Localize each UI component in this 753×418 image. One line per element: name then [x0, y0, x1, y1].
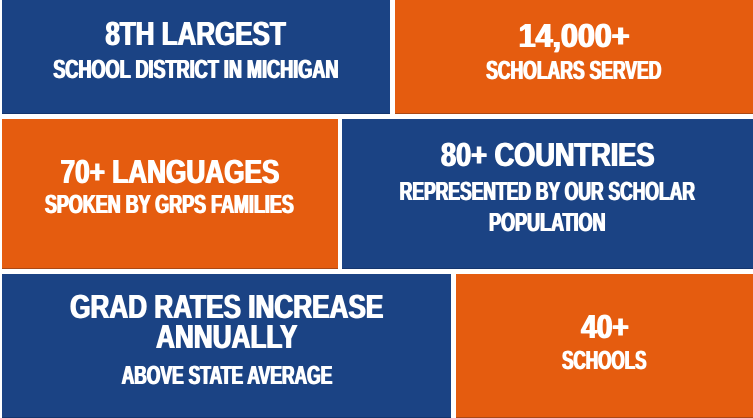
stat-subtitle-line: SCHOOLS: [562, 344, 647, 375]
stat-subtitle-line: ABOVE STATE AVERAGE: [121, 359, 332, 390]
stat-label: SCHOOLS: [540, 345, 669, 376]
stat-value: 8TH LARGEST: [81, 15, 310, 53]
stat-label: SPOKEN BY GRPS FAMILIES: [0, 189, 350, 220]
stat-tile-countries: 80+ COUNTRIES REPRESENTED BY OUR SCHOLAR…: [342, 119, 753, 269]
stat-tile-schools: 40+ SCHOOLS: [456, 273, 753, 418]
stat-subtitle-line: REPRESENTED BY OUR SCHOLAR: [399, 175, 696, 206]
stat-value: 40+: [577, 307, 633, 345]
stat-title-line: 80+ COUNTRIES: [440, 136, 655, 174]
stat-title-line: 70+ LANGUAGES: [60, 152, 280, 190]
stat-title-line: ANNUALLY: [155, 318, 298, 356]
stat-subtitle-line: SCHOLARS SERVED: [486, 54, 662, 85]
stat-tile-district-size: 8TH LARGEST SCHOOL DISTRICT IN MICHIGAN: [2, 0, 390, 114]
stat-title-line: 14,000+: [518, 16, 630, 54]
stat-title-line: GRAD RATES INCREASE: [69, 288, 384, 326]
stat-title-line: 8TH LARGEST: [105, 15, 287, 53]
stat-tile-languages: 70+ LANGUAGES SPOKEN BY GRPS FAMILIES: [2, 119, 338, 269]
stat-subtitle-line: SCHOOL DISTRICT IN MICHIGAN: [53, 53, 339, 84]
stat-label: ABOVE STATE AVERAGE: [70, 360, 384, 391]
stat-subtitle-line: SPOKEN BY GRPS FAMILIES: [45, 189, 295, 220]
stat-tile-grad-rates: GRAD RATES INCREASE ANNUALLY ABOVE STATE…: [2, 273, 451, 418]
stat-value: 80+ COUNTRIES: [418, 136, 678, 174]
stat-label: SCHOOL DISTRICT IN MICHIGAN: [0, 54, 401, 85]
stat-tile-scholars-served: 14,000+ SCHOLARS SERVED: [395, 0, 753, 114]
stat-title-line: 40+: [580, 307, 629, 345]
stat-value: 70+ LANGUAGES: [32, 152, 308, 190]
stat-value: GRAD RATES INCREASE ANNUALLY: [29, 288, 424, 356]
stat-value: 14,000+: [514, 16, 634, 54]
stat-subtitle-line: POPULATION: [489, 206, 606, 237]
stat-label: REPRESENTED BY OUR SCHOLAR POPULATION: [328, 176, 753, 238]
stat-label: SCHOLARS SERVED: [444, 55, 704, 86]
